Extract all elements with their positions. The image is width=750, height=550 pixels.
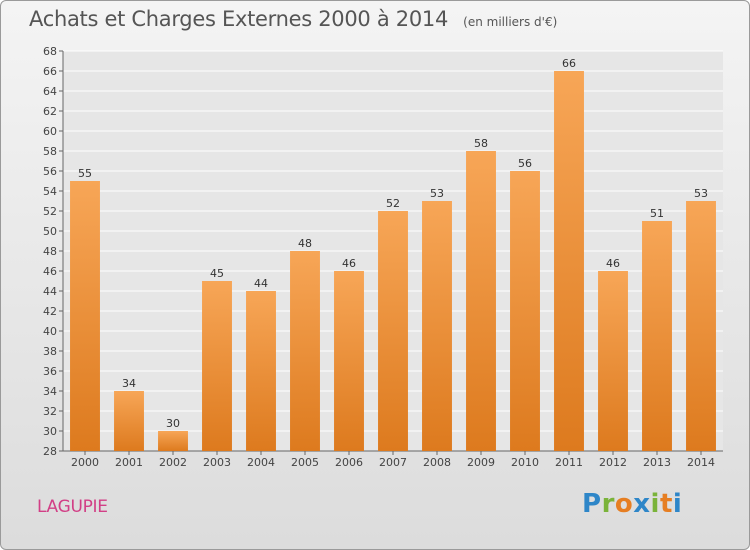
bar-2004 (246, 291, 276, 451)
data-label-2001: 34 (122, 377, 136, 390)
bar-2013 (642, 221, 672, 451)
data-label-2000: 55 (78, 167, 92, 180)
y-tick-label: 44 (43, 285, 57, 298)
logo-letter: t (659, 489, 673, 519)
bar-2001 (114, 391, 144, 451)
x-tick-label-2003: 2003 (203, 456, 231, 469)
bars (70, 71, 716, 451)
data-label-2004: 44 (254, 277, 268, 290)
x-tick-label-2011: 2011 (555, 456, 583, 469)
y-tick-label: 46 (43, 265, 57, 278)
x-tick-label-2006: 2006 (335, 456, 363, 469)
x-tick-label-2001: 2001 (115, 456, 143, 469)
unit-note: (en milliers d'€) (463, 15, 558, 29)
x-tick-label-2005: 2005 (291, 456, 319, 469)
y-tick-label: 40 (43, 325, 57, 338)
y-tick-label: 38 (43, 345, 57, 358)
bar-2009 (466, 151, 496, 451)
y-tick-label: 56 (43, 165, 57, 178)
y-tick-label: 54 (43, 185, 57, 198)
y-tick-label: 52 (43, 205, 57, 218)
data-label-2012: 46 (606, 257, 620, 270)
y-tick-label: 48 (43, 245, 57, 258)
bar-2012 (598, 271, 628, 451)
y-tick-label: 64 (43, 85, 57, 98)
y-tick-label: 36 (43, 365, 57, 378)
logo-letter: i (650, 489, 660, 519)
y-tick-label: 50 (43, 225, 57, 238)
y-tick-label: 58 (43, 145, 57, 158)
data-label-2009: 58 (474, 137, 488, 150)
proxiti-logo: Proxiti (582, 489, 682, 519)
y-tick-label: 32 (43, 405, 57, 418)
commune-name: LAGUPIE (37, 497, 108, 517)
bar-2008 (422, 201, 452, 451)
x-tick-label-2010: 2010 (511, 456, 539, 469)
y-tick-label: 28 (43, 445, 57, 458)
bar-2010 (510, 171, 540, 451)
data-label-2008: 53 (430, 187, 444, 200)
data-label-2013: 51 (650, 207, 664, 220)
data-label-2005: 48 (298, 237, 312, 250)
y-tick-label: 30 (43, 425, 57, 438)
logo-letter: r (601, 489, 615, 519)
data-label-2014: 53 (694, 187, 708, 200)
chart-title: Achats et Charges Externes 2000 à 2014 (29, 7, 449, 31)
x-tick-label-2007: 2007 (379, 456, 407, 469)
y-tick-label: 60 (43, 125, 57, 138)
data-label-2011: 66 (562, 57, 576, 70)
x-tick-label-2009: 2009 (467, 456, 495, 469)
data-label-2002: 30 (166, 417, 180, 430)
x-tick-label-2008: 2008 (423, 456, 451, 469)
bar-2002 (158, 431, 188, 451)
logo-letter: x (633, 489, 651, 519)
bar-2011 (554, 71, 584, 451)
y-tick-label: 66 (43, 65, 57, 78)
y-tick-label: 68 (43, 45, 57, 58)
x-tick-label-2004: 2004 (247, 456, 275, 469)
labels: 28 30 32 34 36 38 40 42 44 46 48 50 52 54 56 58 60 62 64 66… (43, 45, 715, 469)
data-label-2010: 56 (518, 157, 532, 170)
logo-letter: o (614, 489, 634, 519)
bar-2006 (334, 271, 364, 451)
data-label-2003: 45 (210, 267, 224, 280)
logo-letter: i (672, 489, 683, 519)
bar-2014 (686, 201, 716, 451)
x-tick-label-2012: 2012 (599, 456, 627, 469)
y-tick-label: 62 (43, 105, 57, 118)
x-tick-label-2014: 2014 (687, 456, 715, 469)
y-tick-label: 42 (43, 305, 57, 318)
y-tick-label: 34 (43, 385, 57, 398)
bar-2000 (70, 181, 100, 451)
bar-2005 (290, 251, 320, 451)
title-block: Achats et Charges Externes 2000 à 2014 (… (29, 7, 557, 31)
bar-2003 (202, 281, 232, 451)
data-label-2007: 52 (386, 197, 400, 210)
data-label-2006: 46 (342, 257, 356, 270)
bar-2007 (378, 211, 408, 451)
x-tick-label-2000: 2000 (71, 456, 99, 469)
logo-letter: P (582, 489, 602, 519)
x-tick-label-2002: 2002 (159, 456, 187, 469)
x-tick-label-2013: 2013 (643, 456, 671, 469)
